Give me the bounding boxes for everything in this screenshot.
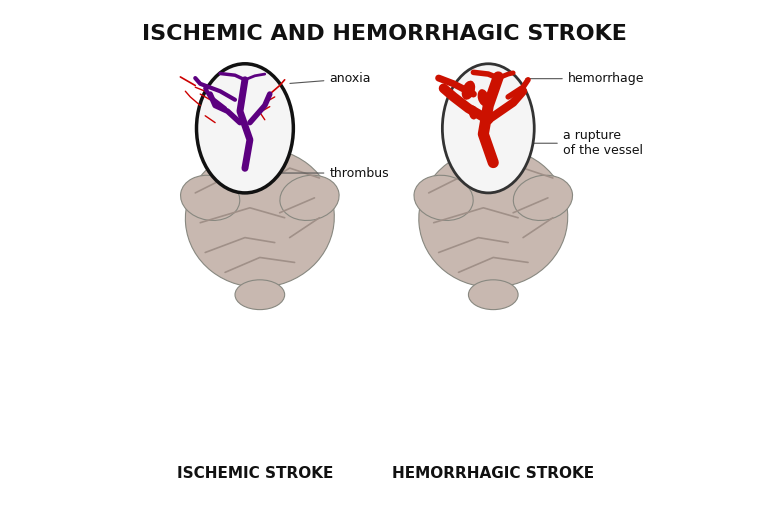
- Ellipse shape: [180, 175, 240, 221]
- Text: anoxia: anoxia: [290, 72, 371, 85]
- Ellipse shape: [468, 280, 518, 310]
- Ellipse shape: [442, 64, 535, 193]
- Text: a rupture
of the vessel: a rupture of the vessel: [521, 129, 643, 157]
- Ellipse shape: [414, 175, 473, 221]
- Text: hemorrhage: hemorrhage: [526, 72, 644, 85]
- Text: ISCHEMIC AND HEMORRHAGIC STROKE: ISCHEMIC AND HEMORRHAGIC STROKE: [141, 24, 627, 44]
- Ellipse shape: [478, 89, 489, 106]
- Ellipse shape: [513, 175, 572, 221]
- Text: ISCHEMIC STROKE: ISCHEMIC STROKE: [177, 466, 333, 481]
- Text: HEMORRHAGIC STROKE: HEMORRHAGIC STROKE: [392, 466, 594, 481]
- Ellipse shape: [185, 148, 334, 287]
- Ellipse shape: [197, 64, 293, 193]
- Ellipse shape: [419, 148, 568, 287]
- Text: thrombus: thrombus: [283, 167, 389, 180]
- Ellipse shape: [469, 106, 478, 120]
- Ellipse shape: [235, 280, 285, 310]
- Ellipse shape: [462, 81, 475, 100]
- Ellipse shape: [280, 175, 339, 221]
